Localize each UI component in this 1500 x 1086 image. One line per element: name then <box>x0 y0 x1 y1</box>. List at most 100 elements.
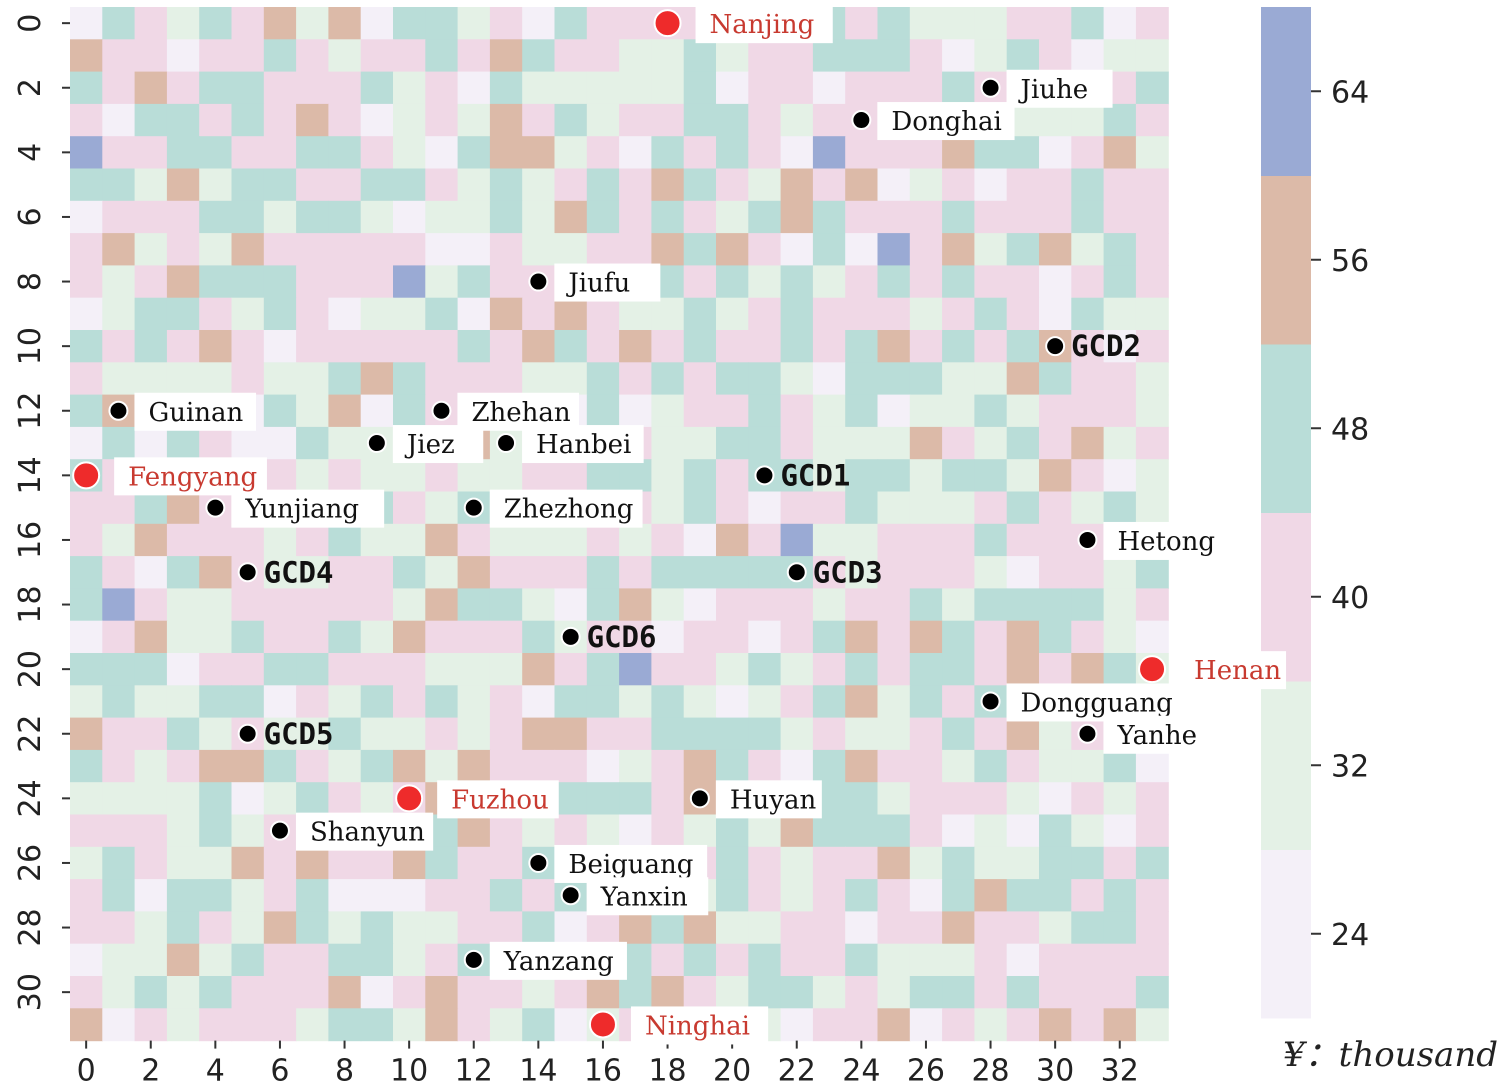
heatmap-cell <box>522 653 556 686</box>
heatmap-cell <box>102 103 136 137</box>
heatmap-cell <box>1103 459 1137 493</box>
heatmap-cell <box>909 330 943 363</box>
heatmap-cell <box>1039 103 1072 137</box>
heatmap-cell <box>393 749 426 783</box>
heatmap-cell <box>102 7 136 40</box>
heatmap-cell <box>716 297 749 331</box>
heatmap-cell <box>70 39 103 73</box>
heatmap-cell <box>199 330 233 363</box>
heatmap-cell <box>942 556 975 589</box>
heatmap-cell <box>877 749 911 783</box>
heatmap-cell <box>683 330 717 363</box>
heatmap-cell <box>263 233 297 266</box>
heatmap-cell <box>877 265 911 299</box>
heatmap-cell <box>586 749 620 783</box>
city-marker <box>653 9 682 38</box>
heatmap-cell <box>1006 394 1040 428</box>
heatmap-cell <box>877 168 911 202</box>
heatmap-cell <box>812 103 846 137</box>
heatmap-cell <box>651 233 685 266</box>
site-marker <box>528 271 549 292</box>
heatmap-cell <box>812 685 846 719</box>
label-background <box>554 263 661 302</box>
heatmap-cell <box>102 782 136 816</box>
heatmap-cell <box>1006 265 1040 299</box>
heatmap-cell <box>683 491 717 525</box>
heatmap-cell <box>328 330 362 363</box>
heatmap-cell <box>974 653 1008 686</box>
heatmap-cell <box>102 846 136 880</box>
label-background <box>1006 683 1175 722</box>
heatmap-cell <box>1039 297 1072 331</box>
heatmap-cell <box>360 653 394 686</box>
heatmap-cell <box>554 717 588 751</box>
heatmap-cell <box>296 846 329 880</box>
heatmap-cell <box>909 879 943 912</box>
heatmap-cell <box>489 523 523 557</box>
heatmap-cell <box>1135 233 1169 266</box>
heatmap-cell <box>748 911 782 945</box>
heatmap-cell <box>231 71 265 105</box>
heatmap-cell <box>909 976 943 1009</box>
heatmap-cell <box>102 1008 136 1042</box>
heatmap-cell <box>877 653 911 686</box>
heatmap-cell <box>748 136 782 170</box>
heatmap-cell <box>457 749 491 783</box>
heatmap-cell <box>393 233 426 266</box>
heatmap-cell <box>489 7 523 40</box>
heatmap-cell <box>166 976 200 1009</box>
heatmap-cell <box>263 394 297 428</box>
gcd-marker <box>1045 336 1066 357</box>
heatmap-cell <box>619 168 652 202</box>
gcd-label: GCD1 <box>780 458 850 492</box>
heatmap-cell <box>812 943 846 977</box>
heatmap-cell <box>199 39 233 73</box>
heatmap-cell <box>845 976 879 1009</box>
heatmap-cell <box>425 39 459 73</box>
heatmap-cell <box>1039 168 1072 202</box>
heatmap-cell <box>393 330 426 363</box>
heatmap-cell <box>683 976 717 1009</box>
heatmap-cell <box>974 394 1008 428</box>
heatmap-cell <box>489 588 523 622</box>
heatmap-cell <box>683 911 717 945</box>
point-markers: Jiuhe Donghai Jiufu Guinan Zhehan Jiez Hanbei Y… <box>72 5 1287 1045</box>
heatmap-cell <box>393 879 426 912</box>
heatmap-cell <box>166 911 200 945</box>
heatmap-cell <box>942 265 975 299</box>
heatmap-cell <box>1039 782 1072 816</box>
heatmap-cell <box>845 814 879 848</box>
heatmap-cell <box>489 1008 523 1042</box>
heatmap-cell <box>393 911 426 945</box>
heatmap-cell <box>683 620 717 654</box>
heatmap-cell <box>489 685 523 719</box>
heatmap-cell <box>942 685 975 719</box>
heatmap-cell <box>942 459 975 493</box>
heatmap-cell <box>651 200 685 234</box>
heatmap-cell <box>974 976 1008 1009</box>
heatmap-cell <box>166 7 200 40</box>
heatmap-cell <box>489 879 523 912</box>
y-tick-label: 14 <box>13 456 48 494</box>
heatmap-cell <box>231 782 265 816</box>
heatmap-cell <box>909 394 943 428</box>
colorbar: 24 32 40 48 56 64 <box>1261 7 1369 1019</box>
heatmap-cell <box>1039 846 1072 880</box>
heatmap-cell <box>522 136 556 170</box>
heatmap-cell <box>845 200 879 234</box>
label-background <box>489 489 643 528</box>
heatmap-cell <box>166 71 200 105</box>
heatmap-cell <box>1071 976 1105 1009</box>
heatmap-cell <box>942 39 975 73</box>
heatmap-cell <box>845 846 879 880</box>
heatmap-cell <box>1006 556 1040 589</box>
heatmap-cell <box>457 588 491 622</box>
heatmap-cell <box>134 782 168 816</box>
heatmap-cell <box>328 976 362 1009</box>
heatmap-cell <box>1135 394 1169 428</box>
label-background <box>392 425 484 464</box>
heatmap-cell <box>780 265 814 299</box>
heatmap-cell <box>716 233 749 266</box>
heatmap-cell <box>651 943 685 977</box>
heatmap-cell <box>909 459 943 493</box>
